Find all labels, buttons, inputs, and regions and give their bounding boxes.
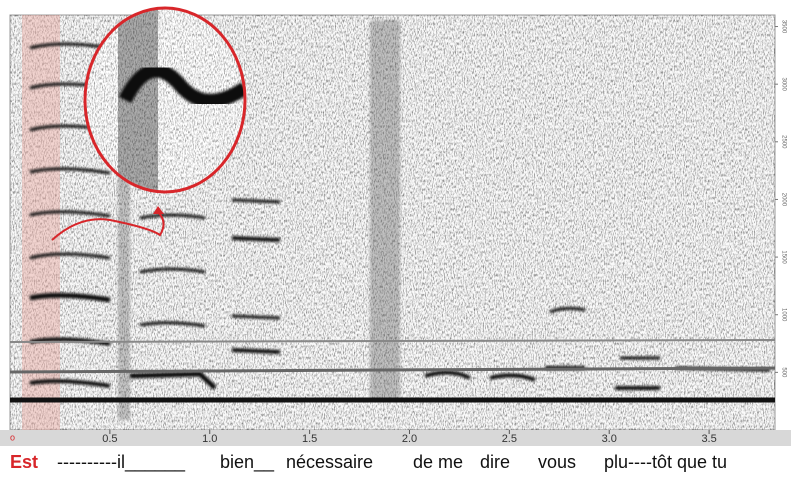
zoom-circle <box>83 6 247 194</box>
y-tick-label: 1000 <box>780 308 786 322</box>
band <box>9 339 776 343</box>
x-tick-label: 3.5 <box>701 433 716 445</box>
transcript-word: plu----tôt que tu <box>604 452 728 472</box>
y-tick-label: 2500 <box>780 135 786 149</box>
x-tick-label: 0.5 <box>102 433 117 445</box>
arrow-head <box>153 206 164 214</box>
origin: o <box>10 432 15 442</box>
x-tick-label: 2.0 <box>402 433 417 445</box>
transcript-word: nécessaire <box>286 452 374 472</box>
y-tick-label: 500 <box>780 367 786 378</box>
transcript-word: dire <box>480 452 511 472</box>
y-tick-label: 3500 <box>780 20 786 34</box>
spectrogram: o 0.5 1.0 1.5 2.0 2.5 3.0 3.5 500 1000 1500 2000 25… <box>0 6 791 446</box>
transcript-word: de me <box>413 452 464 472</box>
x-tick-label: 3.0 <box>602 433 617 445</box>
zoom-inset <box>85 8 245 192</box>
arrow <box>51 211 165 241</box>
transcript-word: ----------il______ <box>57 452 186 472</box>
y-tick-label: 2000 <box>780 193 786 207</box>
y-tick-label: 3000 <box>780 77 786 91</box>
transcript-word: bien__ <box>220 452 275 472</box>
transcript-word: Est <box>10 452 39 472</box>
x-tick-label: 2.5 <box>502 433 517 445</box>
time-axis <box>0 430 791 446</box>
x-tick-label: 1.5 <box>302 433 317 445</box>
x-tick-label: 1.0 <box>202 433 217 445</box>
transcript-word: vous <box>538 452 577 472</box>
y-tick-label: 1500 <box>780 250 786 264</box>
highlight-column <box>22 15 60 430</box>
band <box>9 366 776 374</box>
